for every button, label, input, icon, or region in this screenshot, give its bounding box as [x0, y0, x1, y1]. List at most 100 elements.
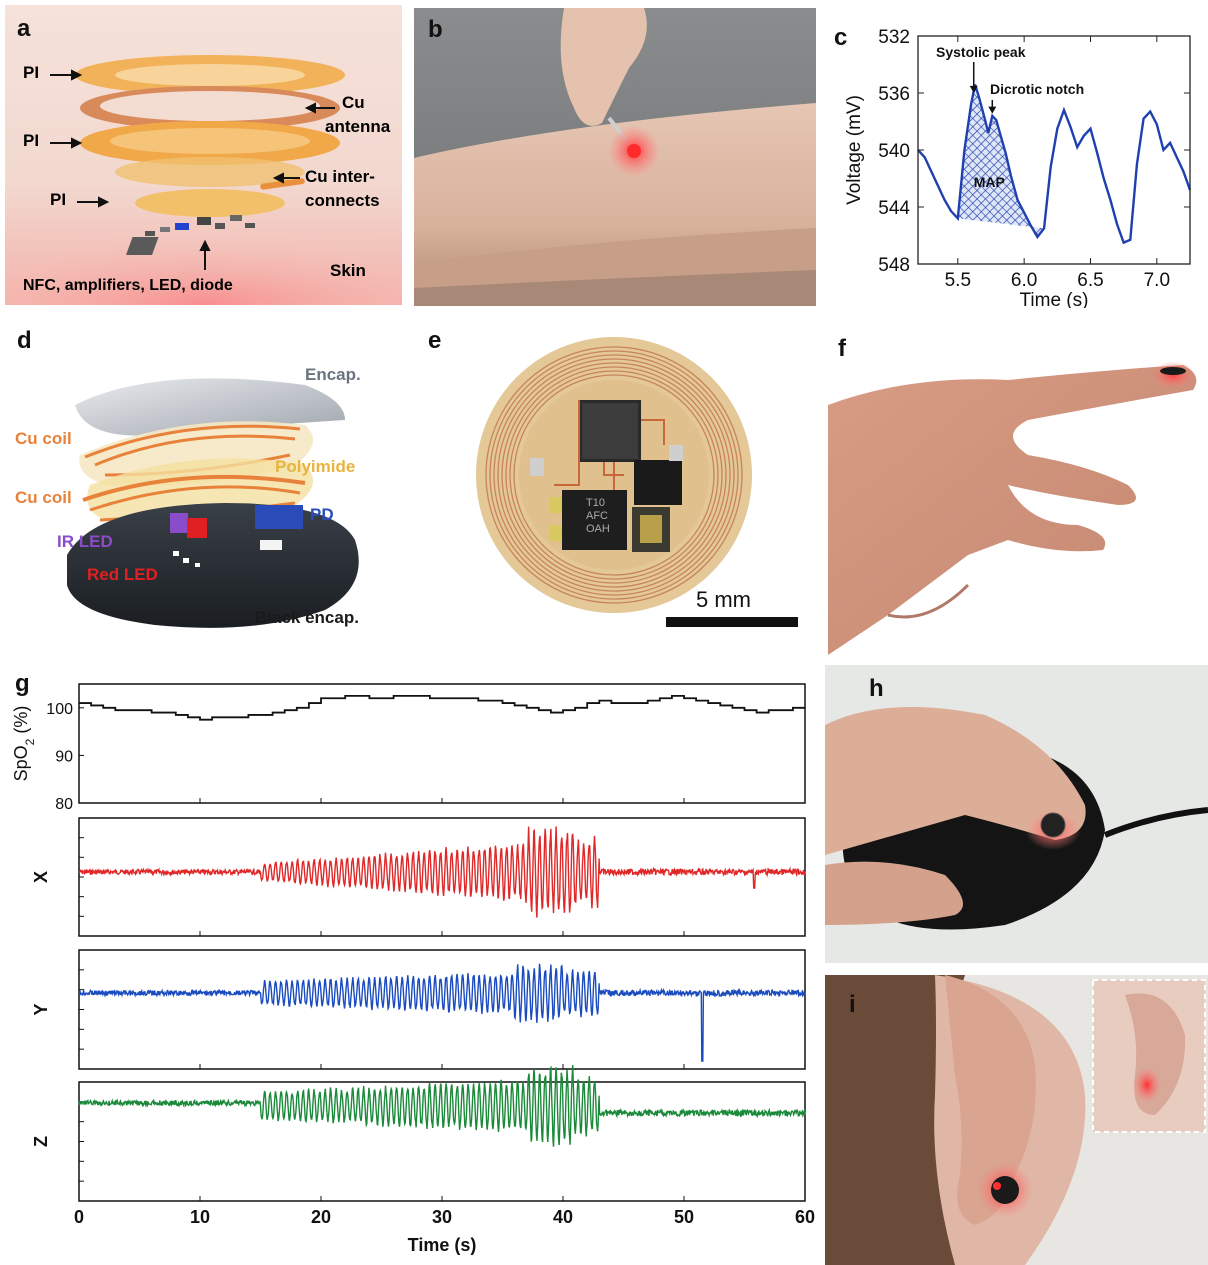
- panel-label: d: [17, 327, 32, 354]
- x-tick-label: 6.0: [1011, 270, 1037, 291]
- y-tick-label: 548: [878, 255, 910, 276]
- nfc-chip: [126, 237, 159, 255]
- x-tick-label: 5.5: [945, 270, 971, 291]
- arrow: [969, 85, 978, 93]
- x-tick-label: 60: [795, 1207, 815, 1227]
- y-axis-label: Voltage (mV): [844, 95, 865, 205]
- x-tick-label: 6.5: [1077, 270, 1103, 291]
- panel-label: f: [838, 335, 846, 362]
- y-tick-label: 540: [878, 141, 910, 162]
- photodiode: [255, 505, 303, 529]
- nfc-ic: [634, 460, 682, 505]
- cu-coil-bottom: [82, 474, 306, 502]
- finger-photo: [828, 361, 1197, 655]
- led-component: [175, 223, 189, 230]
- panel-h: h: [825, 665, 1208, 963]
- component: [145, 231, 155, 236]
- scale-bar: [666, 617, 798, 627]
- panel-d: d Encap. Cu coil Polyimide Cu coil PD IR…: [5, 325, 403, 647]
- hand: [560, 8, 647, 126]
- mouse-photo: [825, 707, 1208, 930]
- cu-antenna-label-2: antenna: [325, 117, 391, 136]
- panel-e: e T10 AFC OAH 5 mm: [414, 325, 814, 647]
- cu-interconnects-label-2: connects: [305, 191, 380, 210]
- annotation-systolic-peak: Systolic peak: [936, 44, 1026, 60]
- device-photo: [476, 337, 798, 627]
- interconnect-layer: [115, 157, 305, 187]
- ir-led-label: IR LED: [57, 532, 113, 551]
- top-encapsulation: [75, 378, 345, 436]
- ear-photo: [825, 975, 1206, 1265]
- panel-label: c: [834, 24, 848, 51]
- y-axis-label-y: Y: [31, 1003, 51, 1015]
- annotation-map: MAP: [974, 174, 1005, 190]
- cu-interconnects-label-1: Cu inter-: [305, 167, 375, 186]
- panel-label: b: [428, 16, 443, 43]
- pi-label-2: PI: [23, 131, 40, 150]
- pi-layer-bottom: [135, 189, 285, 217]
- x-tick-label: 20: [311, 1207, 331, 1227]
- cu-coil-label-1: Cu coil: [15, 429, 72, 448]
- ear: [945, 975, 1036, 1225]
- red-led-label: Red LED: [87, 565, 158, 584]
- panel-c: 5.5 6.0 6.5 7.0 532 536 540 544 548 Time (s) Volta…: [828, 8, 1203, 308]
- forearm-photo: [414, 8, 816, 306]
- chip-marking-2: AFC: [586, 510, 608, 522]
- hand: [828, 365, 1197, 655]
- nfc-coil: [485, 346, 743, 604]
- hand: [825, 707, 1086, 855]
- panel-b: b: [414, 8, 816, 306]
- x-tick-label: 30: [432, 1207, 452, 1227]
- panel-label: g: [15, 670, 30, 697]
- device: [1040, 812, 1066, 838]
- panel-i: i: [825, 975, 1208, 1265]
- panel-label: i: [849, 991, 856, 1018]
- cu-antenna-label-1: Cu: [342, 93, 365, 112]
- chip-marking-1: T10: [586, 497, 605, 509]
- cu-coil-label-2: Cu coil: [15, 488, 72, 507]
- arrow: [988, 106, 997, 114]
- y-axis-label-x: X: [31, 871, 51, 883]
- smd-component: [530, 458, 544, 476]
- black-encap-label: Black encap.: [255, 608, 359, 627]
- x-tick-label: 7.0: [1144, 270, 1170, 291]
- y-axis-label-spo2: SpO2 (%): [11, 706, 37, 782]
- chip-marking-3: OAH: [586, 523, 610, 535]
- encap-label: Encap.: [305, 365, 361, 384]
- spo2-series-line: [79, 695, 805, 721]
- panel-label: h: [869, 675, 884, 702]
- annotation-dicrotic-notch: Dicrotic notch: [990, 81, 1084, 97]
- panel-f: f: [828, 325, 1208, 655]
- x-tick-label: 40: [553, 1207, 573, 1227]
- accel-y-series-line: [78, 963, 806, 1062]
- subplot-frame: [78, 949, 806, 1070]
- black-encapsulation: [67, 503, 359, 628]
- device: [1160, 367, 1186, 375]
- y-tick-label: 532: [878, 27, 910, 48]
- exploded-device-diagram: [67, 378, 359, 628]
- y-tick-label: 90: [55, 748, 73, 765]
- x-axis-label: Time (s): [408, 1235, 477, 1255]
- components-label: NFC, amplifiers, LED, diode: [23, 277, 233, 294]
- main-ic: [562, 490, 627, 550]
- mouse-cable: [1103, 807, 1208, 838]
- x-tick-label: 0: [74, 1207, 84, 1227]
- y-tick-label: 536: [878, 84, 910, 105]
- scale-bar-label: 5 mm: [696, 587, 751, 612]
- accel-x-series-line: [78, 826, 806, 918]
- subplot-frame: [78, 683, 806, 804]
- pd-label: PD: [310, 505, 334, 524]
- accel-z-series-line: [78, 1064, 806, 1147]
- x-tick-label: 50: [674, 1207, 694, 1227]
- spo2-accelerometer-chart: SpO2 (%) 80 90 100 X Y Z 0 10 20 30 40 50 60 Time (s): [11, 683, 815, 1255]
- x-axis-label: Time (s): [1020, 290, 1089, 308]
- y-axis-label-z: Z: [31, 1136, 51, 1147]
- pi-label-3: PI: [50, 190, 67, 209]
- x-tick-label: 10: [190, 1207, 210, 1227]
- panel-label: e: [428, 327, 442, 354]
- voltage-chart: 5.5 6.0 6.5 7.0 532 536 540 544 548 Time (s) Volta…: [844, 27, 1192, 308]
- polyimide-label: Polyimide: [275, 457, 356, 476]
- panel-a: a PI PI PI Cu antenna Cu inter- connects…: [5, 5, 402, 305]
- device: [991, 1176, 1019, 1204]
- panel-g: SpO2 (%) 80 90 100 X Y Z 0 10 20 30 40 50 60 Time (s) …: [5, 668, 823, 1265]
